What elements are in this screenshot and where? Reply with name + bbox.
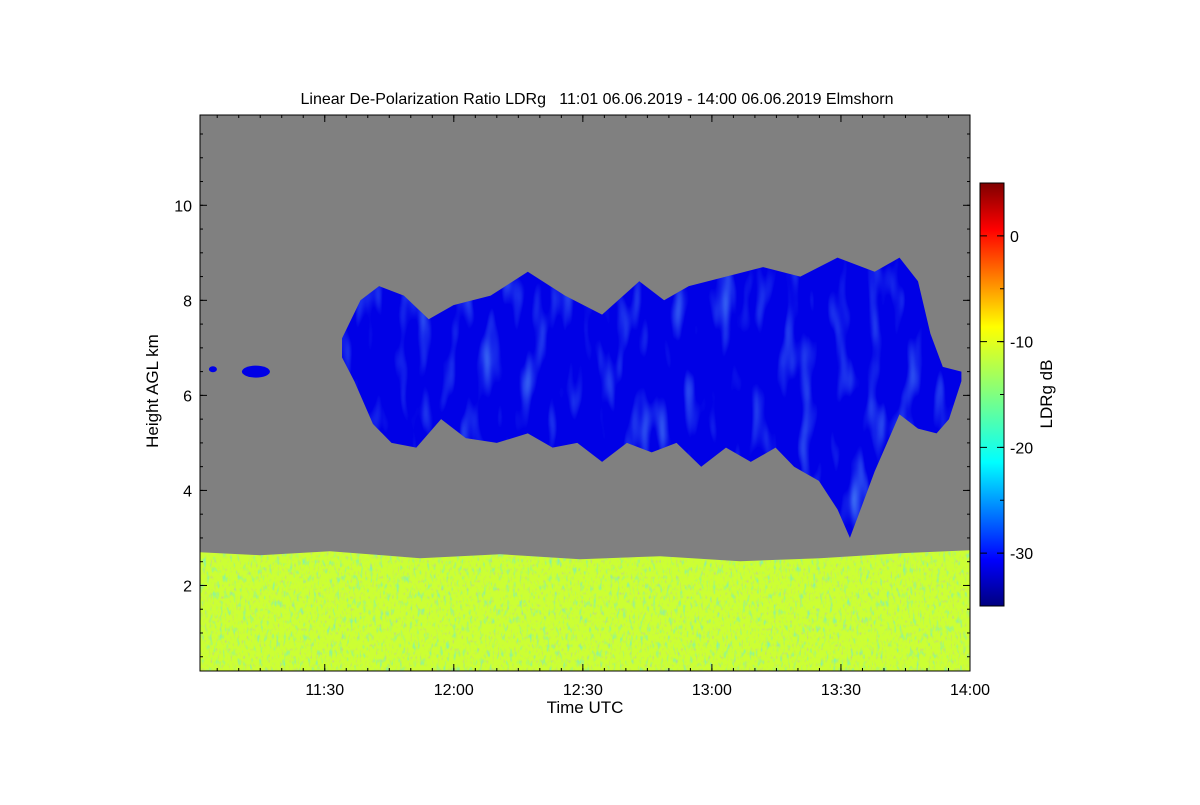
colorbar-tick-label: -10 bbox=[1010, 335, 1033, 352]
chart-title: Linear De-Polarization Ratio LDRg 11:01 … bbox=[301, 91, 894, 108]
y-tick-label: 6 bbox=[183, 388, 192, 405]
ice-cloud-streaks bbox=[342, 257, 962, 538]
boundary-layer-red-speckle bbox=[200, 550, 970, 671]
x-tick-label: 13:30 bbox=[821, 682, 861, 699]
colorbar-tick-label: -20 bbox=[1010, 440, 1033, 457]
y-axis-label: Height AGL km bbox=[143, 334, 162, 448]
colorbar-tick-label: 0 bbox=[1010, 229, 1019, 246]
colorbar-label: LDRg dB bbox=[1037, 360, 1056, 429]
cloud-fragment bbox=[208, 366, 217, 373]
x-tick-label: 14:00 bbox=[950, 682, 990, 699]
x-tick-label: 11:30 bbox=[305, 682, 344, 699]
x-tick-label: 13:00 bbox=[692, 682, 732, 699]
y-tick-label: 10 bbox=[174, 198, 192, 215]
plot-frame bbox=[199, 114, 971, 672]
y-tick-label: 8 bbox=[183, 293, 192, 310]
y-tick-label: 4 bbox=[183, 483, 192, 500]
cloud-fragment bbox=[241, 365, 270, 378]
x-tick-label: 12:00 bbox=[434, 682, 474, 699]
colorbar-tick-label: -30 bbox=[1010, 546, 1033, 563]
x-tick-label: 12:30 bbox=[563, 682, 603, 699]
y-axis: 2 4 6 8 10 bbox=[174, 133, 970, 658]
colorbar-axis: -30 -20 -10 0 bbox=[980, 182, 1033, 607]
x-axis: 11:30 12:00 12:30 13:00 13:30 14:00 bbox=[216, 115, 990, 699]
x-axis-label: Time UTC bbox=[547, 698, 624, 717]
y-tick-label: 2 bbox=[183, 578, 192, 595]
